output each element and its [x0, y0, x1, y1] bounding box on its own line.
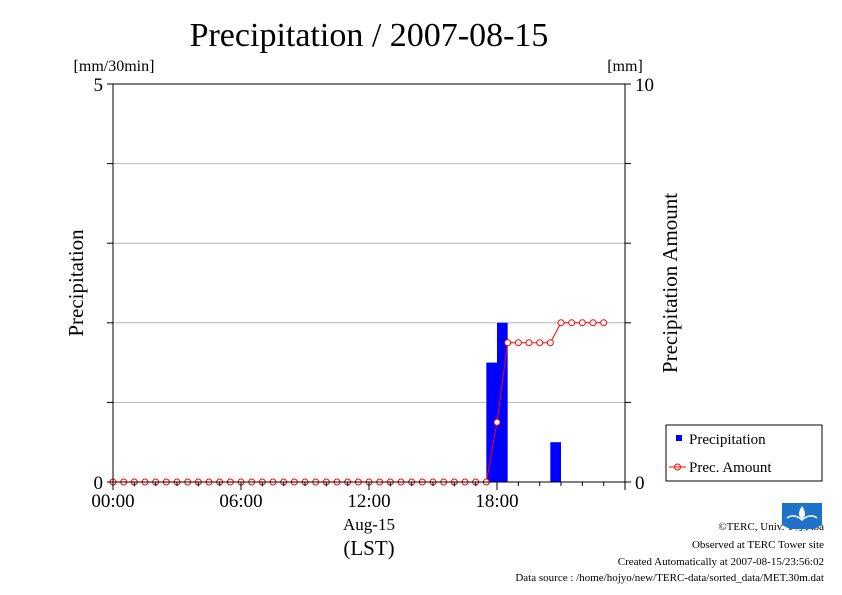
left-tick-label: 0 — [94, 473, 104, 494]
logo-wave-icon — [786, 515, 818, 521]
amount-point — [578, 319, 586, 327]
precipitation-bar — [550, 442, 561, 482]
precipitation-bar — [497, 322, 508, 482]
logo-text: TERC — [792, 528, 812, 536]
x-axis-ticks: 00:00 06:00 12:00 18:00 — [91, 482, 626, 512]
amount-point — [589, 319, 597, 327]
left-axis-unit: [mm/30min] — [74, 58, 155, 75]
amount-point — [546, 339, 554, 347]
x-tick-label: 12:00 — [347, 491, 390, 512]
x-date-label: Aug-15 — [343, 515, 395, 534]
logo-drop-icon — [799, 506, 805, 519]
x-tick-label: 06:00 — [219, 491, 262, 512]
credit-observed: Observed at TERC Tower site — [691, 539, 824, 551]
right-axis-ticks: 0 10 — [625, 75, 654, 494]
amount-point — [514, 339, 522, 347]
x-time-zone-label: (LST) — [343, 536, 394, 560]
gridlines — [113, 163, 625, 403]
amount-point — [568, 319, 576, 327]
x-tick-label: 18:00 — [475, 491, 518, 512]
precipitation-bars — [486, 322, 561, 482]
right-tick-label: 0 — [635, 473, 645, 494]
credit-data-source: Data source : /home/hojyo/new/TERC-data/… — [515, 572, 824, 584]
credit-created: Created Automatically at 2007-08-15/23:5… — [617, 556, 824, 568]
amount-point — [600, 319, 608, 327]
right-axis-label: Precipitation Amount — [658, 193, 682, 373]
amount-point — [536, 339, 544, 347]
left-tick-label: 5 — [94, 75, 104, 96]
amount-point — [504, 339, 512, 347]
left-axis-label: Precipitation — [64, 229, 88, 337]
amount-point — [493, 418, 501, 426]
x-tick-label: 00:00 — [91, 491, 134, 512]
legend: Precipitation Prec. Amount — [665, 424, 823, 482]
legend-precipitation-swatch — [676, 435, 682, 441]
legend-box — [665, 424, 823, 482]
right-tick-label: 10 — [635, 75, 654, 96]
left-axis-ticks: 05 — [94, 75, 113, 494]
legend-amount-marker — [674, 463, 681, 471]
amount-point — [557, 319, 565, 327]
precipitation-bar — [486, 362, 497, 482]
amount-point — [525, 339, 533, 347]
legend-precipitation-label: Precipitation — [689, 432, 766, 448]
chart-title: Precipitation / 2007-08-15 — [190, 17, 549, 54]
legend-amount-label: Prec. Amount — [689, 460, 772, 476]
terc-logo: TERC — [782, 503, 822, 536]
plot-frame — [112, 83, 626, 483]
right-axis-unit: [mm] — [607, 58, 643, 75]
